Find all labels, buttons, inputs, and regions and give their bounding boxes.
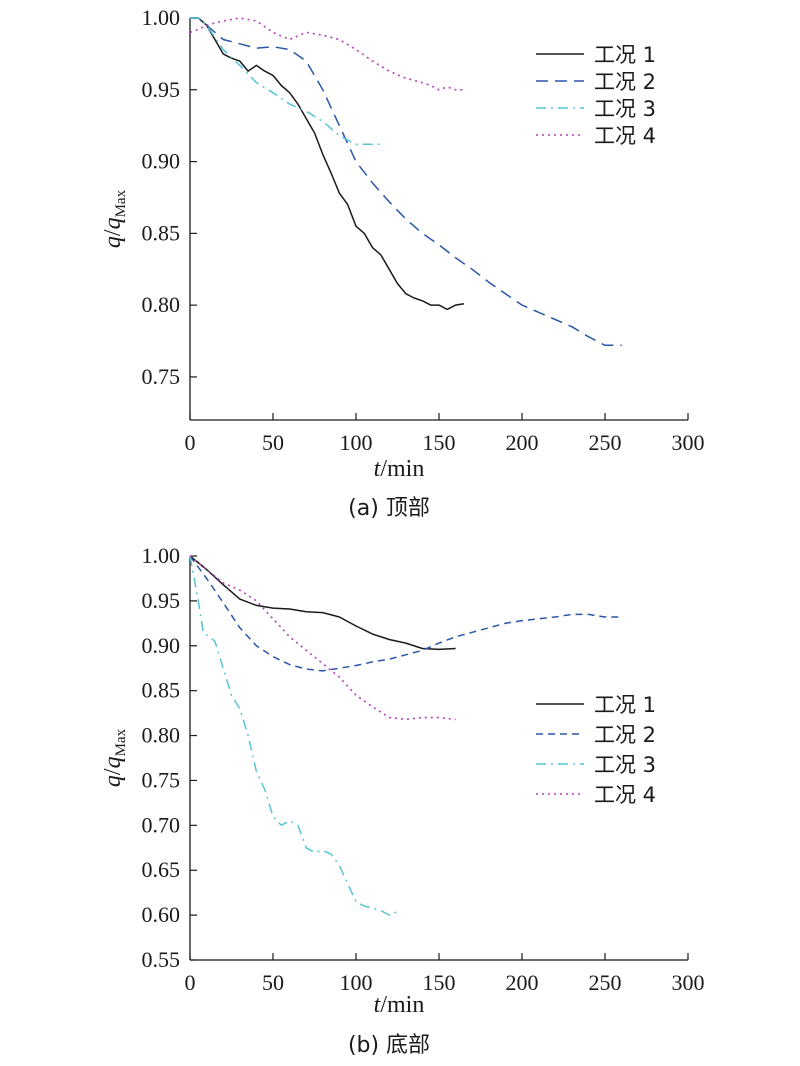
y-tick-label: 0.65 xyxy=(142,857,181,882)
x-tick-label: 100 xyxy=(340,430,373,455)
x-axis-title: t/min xyxy=(374,456,425,482)
chart-panel-2: 0.55 0.60 0.65 0.70 0.75 0.80 0.85 0.90 0.95 1.00… xyxy=(100,543,705,1058)
y-tick-label: 0.75 xyxy=(142,767,181,792)
chart-caption: (a) 顶部 xyxy=(348,496,430,521)
x-tick-label: 300 xyxy=(672,970,705,995)
y-tick-label: 1.00 xyxy=(142,543,181,568)
x-tick-label: 50 xyxy=(262,970,284,995)
x-tick-label: 250 xyxy=(589,430,622,455)
y-axis-title: q/qMax xyxy=(100,189,129,248)
legend: 工况 1 工况 2 工况 3 工况 4 xyxy=(536,43,656,148)
x-tick-label: 150 xyxy=(423,970,456,995)
y-axis-title: q/qMax xyxy=(100,728,129,787)
chart-caption: (b) 底部 xyxy=(348,1033,430,1058)
y-tick-label: 0.80 xyxy=(142,292,181,317)
legend-label-4: 工况 4 xyxy=(594,783,656,807)
series-line-1 xyxy=(190,17,465,311)
x-tick-label: 50 xyxy=(262,430,284,455)
legend-label-1: 工况 1 xyxy=(594,43,656,67)
x-tick-label: 100 xyxy=(340,970,373,995)
x-tick-label: 0 xyxy=(185,430,196,455)
legend: 工况 1 工况 2 工况 3 工况 4 xyxy=(536,693,656,807)
x-tick-label: 0 xyxy=(185,970,196,995)
x-axis-title: t/min xyxy=(374,992,425,1018)
series-line-3 xyxy=(189,555,398,916)
series-line-1 xyxy=(189,555,456,651)
x-tick-label: 250 xyxy=(589,970,622,995)
legend-label-1: 工况 1 xyxy=(594,693,656,717)
y-tick-label: 0.60 xyxy=(142,902,181,927)
y-tick-label: 1.00 xyxy=(142,5,181,30)
x-tick-label: 200 xyxy=(506,430,539,455)
chart-panel-1: 0.75 0.80 0.85 0.90 0.95 1.00 0 50 100 150 200 250 3… xyxy=(100,5,705,521)
series-line-2 xyxy=(190,17,622,347)
x-tick-label: 150 xyxy=(423,430,456,455)
series-line-4 xyxy=(189,555,456,721)
legend-label-2: 工况 2 xyxy=(594,723,656,747)
y-tick-label: 0.95 xyxy=(142,588,181,613)
y-tick-label: 0.85 xyxy=(142,220,181,245)
legend-label-4: 工况 4 xyxy=(594,124,656,148)
legend-label-3: 工况 3 xyxy=(594,753,656,777)
series-line-2 xyxy=(189,555,622,672)
y-tick-label: 0.85 xyxy=(142,678,181,703)
y-tick-label: 0.90 xyxy=(142,149,181,174)
legend-label-2: 工况 2 xyxy=(594,70,656,94)
y-tick-label: 0.55 xyxy=(142,947,181,972)
series-line-3 xyxy=(190,17,381,146)
series-line-4 xyxy=(189,17,464,91)
y-tick-label: 0.70 xyxy=(142,812,181,837)
y-tick-label: 0.95 xyxy=(142,77,181,102)
y-tick-label: 0.90 xyxy=(142,633,181,658)
legend-label-3: 工况 3 xyxy=(594,97,656,121)
y-tick-label: 0.75 xyxy=(142,364,181,389)
x-tick-label: 200 xyxy=(506,970,539,995)
y-tick-label: 0.80 xyxy=(142,723,181,748)
x-tick-label: 300 xyxy=(672,430,705,455)
